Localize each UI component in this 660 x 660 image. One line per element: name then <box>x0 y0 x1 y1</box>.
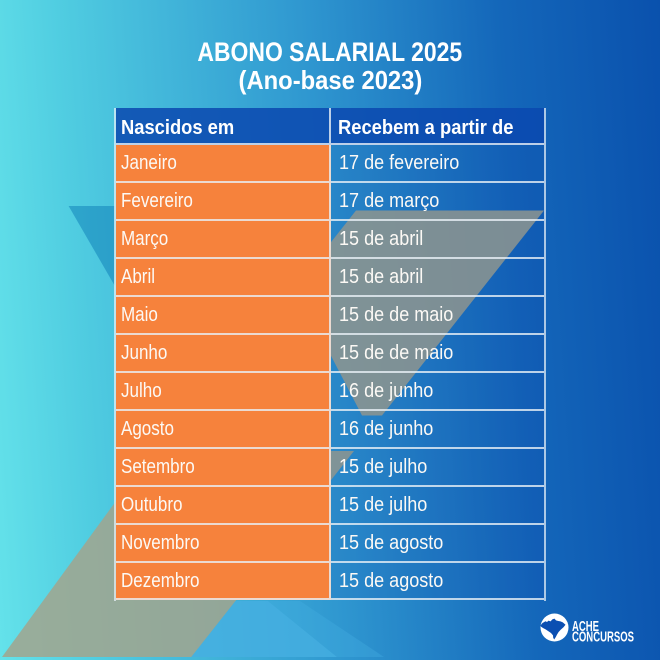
svg-text:CONCURSOS: CONCURSOS <box>572 630 634 646</box>
svg-text:ACHE: ACHE <box>572 619 599 635</box>
